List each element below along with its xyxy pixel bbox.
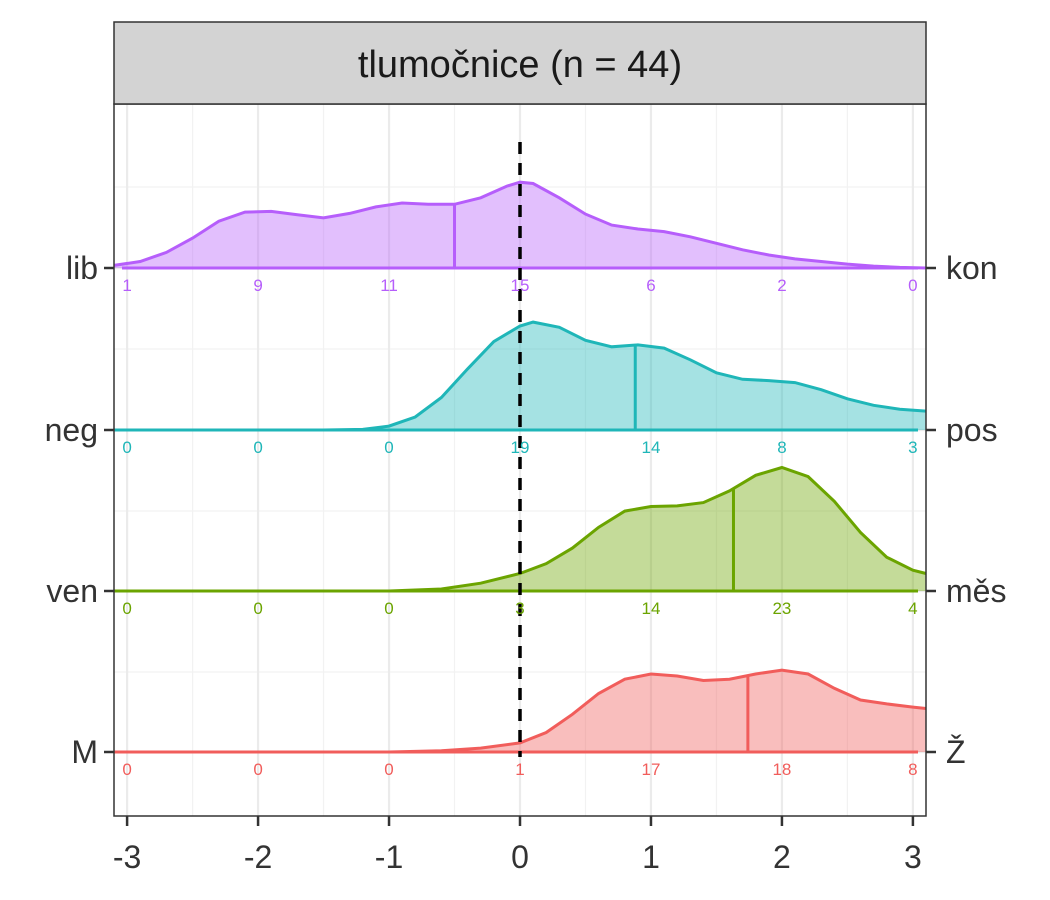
ridge-line-ven: [114, 465, 927, 593]
count-label: 0: [122, 438, 131, 457]
count-label: 8: [908, 760, 917, 779]
count-label: 1: [122, 276, 131, 295]
count-label: 14: [642, 438, 661, 457]
count-label: 18: [772, 760, 791, 779]
count-label: 3: [908, 438, 917, 457]
y-label-left-0: lib: [66, 250, 98, 286]
count-label: 3: [515, 599, 524, 618]
count-label: 0: [253, 599, 262, 618]
y-label-left-1: neg: [45, 412, 98, 448]
y-label-right-0: kon: [946, 250, 998, 286]
ridge-line-neg: [114, 320, 927, 432]
count-label: 0: [253, 438, 262, 457]
y-label-right-2: měs: [946, 573, 1006, 609]
ridge-area-lib: [114, 182, 926, 268]
count-label: 8: [777, 438, 786, 457]
x-tick-label: -1: [375, 839, 403, 875]
count-label: 0: [122, 760, 131, 779]
count-label: 9: [253, 276, 262, 295]
count-labels: 1 9 11 15 6 2 00 0 0 19 14 8 30 0 0 3 14 23 40 0 0 1 17 18 8: [122, 276, 917, 779]
count-label: 15: [511, 276, 530, 295]
ridge-line-M: [114, 668, 927, 754]
x-tick-label: 1: [642, 839, 660, 875]
facet-strip: [113, 21, 927, 105]
x-tick-label: 0: [511, 839, 529, 875]
count-label: 1: [515, 760, 524, 779]
count-label: 0: [384, 599, 393, 618]
count-label: 17: [642, 760, 661, 779]
count-label: 4: [908, 599, 917, 618]
x-tick-label: -2: [244, 839, 272, 875]
count-label: 0: [908, 276, 917, 295]
count-label: 2: [777, 276, 786, 295]
x-tick-label: 3: [904, 839, 922, 875]
y-label-left-2: ven: [46, 573, 98, 609]
ridge-line-lib: [113, 180, 927, 270]
ridge-area-ven: [114, 467, 926, 591]
y-label-right-3: Ž: [946, 734, 966, 770]
y-label-left-3: M: [71, 734, 98, 770]
count-label: 0: [122, 599, 131, 618]
y-label-right-1: pos: [946, 412, 998, 448]
count-label: 6: [646, 276, 655, 295]
count-label: 0: [384, 438, 393, 457]
facet-title: tlumočnice (n = 44): [358, 44, 682, 86]
ridge-area-M: [114, 670, 926, 752]
count-label: 19: [511, 438, 530, 457]
count-label: 11: [380, 276, 398, 295]
count-label: 0: [384, 760, 393, 779]
x-tick-label: -3: [113, 839, 141, 875]
x-tick-label: 2: [773, 839, 791, 875]
count-label: 0: [253, 760, 262, 779]
count-label: 14: [642, 599, 661, 618]
count-label: 23: [772, 599, 791, 618]
